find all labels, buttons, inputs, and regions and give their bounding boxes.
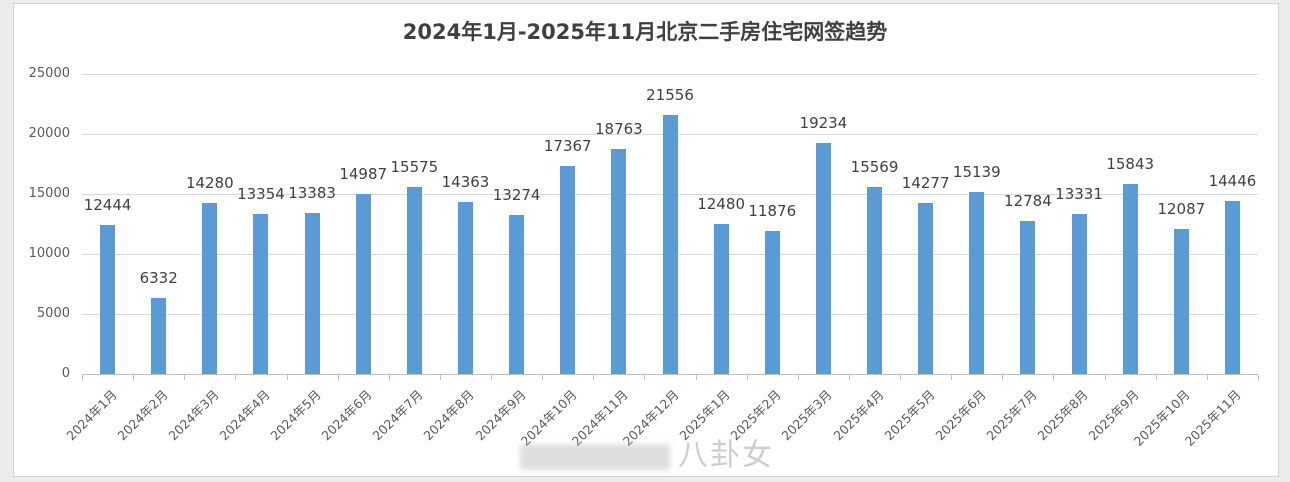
- x-axis-line: [82, 374, 1258, 375]
- bar: [1071, 214, 1087, 374]
- bar: [355, 194, 371, 374]
- x-tick-mark: [951, 375, 953, 380]
- data-label: 17367: [543, 136, 592, 155]
- data-label: 13354: [237, 184, 285, 203]
- x-tick-mark: [133, 375, 135, 380]
- x-tick-mark: [593, 375, 595, 380]
- bar: [1020, 220, 1036, 374]
- bar: [1224, 200, 1240, 374]
- chart-title: 2024年1月-2025年11月北京二手房住宅网签趋势: [402, 20, 888, 44]
- x-tick-mark: [337, 375, 339, 380]
- data-label: 12480: [697, 195, 745, 214]
- y-tick-label: 10000: [28, 246, 70, 261]
- bar: [560, 165, 576, 374]
- y-tick-label: 5000: [36, 306, 70, 321]
- watermark-blur: [520, 443, 670, 470]
- data-label: 12784: [1004, 191, 1052, 210]
- x-tick-mark: [184, 375, 186, 380]
- x-tick-mark: [235, 375, 237, 380]
- data-label: 19234: [799, 114, 848, 133]
- data-label: 18763: [595, 119, 643, 138]
- x-tick-mark: [644, 375, 646, 380]
- bar: [764, 231, 780, 374]
- y-tick-label: 15000: [28, 186, 70, 201]
- bar: [1122, 183, 1138, 374]
- x-tick-mark: [388, 375, 390, 380]
- bar: [509, 214, 525, 374]
- data-label: 11876: [748, 202, 797, 221]
- y-tick-label: 0: [61, 366, 70, 381]
- x-tick-mark: [900, 375, 902, 380]
- data-label: 15843: [1106, 154, 1155, 173]
- x-tick-mark: [491, 375, 493, 380]
- bar: [969, 192, 985, 374]
- y-tick-label: 25000: [28, 66, 70, 81]
- watermark: 八卦女: [520, 430, 774, 474]
- gridline: [82, 74, 1258, 75]
- x-tick-mark: [1053, 375, 1055, 380]
- data-label: 14363: [441, 172, 490, 191]
- bar: [867, 187, 883, 374]
- x-tick-mark: [746, 375, 748, 380]
- bar: [611, 148, 627, 374]
- x-tick-mark: [82, 375, 83, 380]
- x-tick-mark: [439, 375, 441, 380]
- x-tick-mark: [542, 375, 544, 380]
- data-label: 12444: [83, 195, 132, 214]
- bar: [202, 202, 218, 374]
- bar: [304, 213, 320, 374]
- y-tick-label: 20000: [28, 126, 70, 141]
- x-tick-mark: [695, 375, 697, 380]
- x-tick-mark: [1206, 375, 1208, 380]
- watermark-text: 八卦女: [678, 438, 774, 473]
- data-label: 15139: [952, 163, 1001, 182]
- data-label: 13383: [288, 184, 336, 203]
- bar: [815, 143, 831, 374]
- data-label: 15569: [850, 158, 899, 177]
- bar: [253, 213, 269, 374]
- x-tick-mark: [797, 375, 799, 380]
- data-label: 14987: [339, 165, 388, 184]
- data-label: 12087: [1157, 199, 1206, 218]
- x-tick-mark: [848, 375, 850, 380]
- data-label: 14446: [1208, 171, 1257, 190]
- data-label: 14280: [185, 173, 234, 192]
- x-tick-mark: [1258, 375, 1259, 380]
- bar: [1173, 228, 1189, 374]
- bar: [457, 201, 473, 374]
- data-label: 14277: [901, 173, 950, 192]
- data-label: 13274: [492, 185, 541, 204]
- bar: [918, 202, 934, 374]
- data-label: 6332: [139, 269, 178, 288]
- bar: [662, 115, 678, 374]
- data-label: 21556: [646, 86, 694, 105]
- bar: [713, 224, 729, 374]
- data-label: 15575: [390, 158, 439, 177]
- data-label: 13331: [1055, 185, 1103, 204]
- x-tick-mark: [1155, 375, 1157, 380]
- bar: [100, 224, 116, 374]
- x-tick-mark: [1002, 375, 1004, 380]
- bar: [406, 187, 422, 374]
- bar: [151, 298, 167, 374]
- chart-frame: [13, 3, 1279, 477]
- x-tick-mark: [286, 375, 288, 380]
- x-tick-mark: [1104, 375, 1106, 380]
